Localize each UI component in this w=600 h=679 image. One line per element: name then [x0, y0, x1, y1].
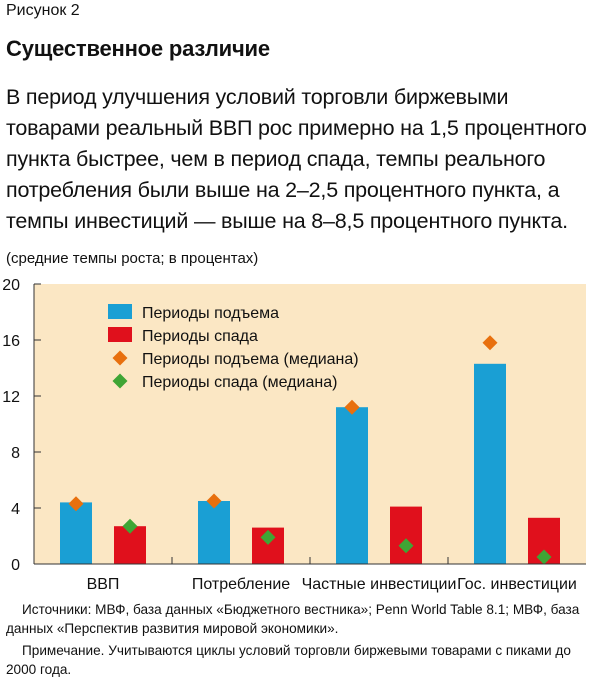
marker-downturn-median: [260, 529, 276, 545]
marker-upturn-median: [68, 496, 84, 512]
marker-upturn-median: [206, 493, 222, 509]
bar-upturn: [336, 407, 368, 564]
x-category-label: Частные инвестиции: [302, 576, 457, 593]
y-tick-label: 12: [2, 389, 20, 406]
legend-swatch: [112, 373, 128, 389]
legend-swatch: [108, 304, 132, 319]
legend-label: Периоды подъема: [142, 305, 279, 322]
legend: Периоды подъема Периоды спада Периоды подъ…: [108, 304, 359, 391]
x-category-label: ВВП: [87, 576, 120, 593]
y-tick-label: 16: [2, 333, 20, 350]
note-text: Примечание. Учитываются циклы условий то…: [6, 643, 571, 677]
legend-label: Периоды спада: [142, 328, 258, 345]
bar-upturn: [474, 363, 506, 564]
y-tick-label: 4: [11, 501, 20, 518]
legend-label: Периоды спада (медиана): [142, 374, 337, 391]
legend-swatch: [108, 327, 132, 342]
chart-title: Существенное различие: [6, 36, 270, 61]
lead-text: В период улучшения условий торговли бирж…: [6, 85, 587, 233]
y-tick-label: 8: [11, 445, 20, 462]
sources-text: Источники: МВФ, база данных «Бюджетного …: [6, 602, 580, 636]
bar-upturn: [198, 501, 230, 564]
units-label: (средние темпы роста; в процентах): [6, 250, 259, 267]
marker-downturn-median: [122, 518, 138, 534]
y-tick-label: 0: [11, 557, 20, 574]
legend-label: Периоды подъема (медиана): [142, 351, 359, 368]
bar-chart: 0 4 8 12 16 20 ВВП Потребление Частные инвестици…: [2, 277, 586, 593]
marker-upturn-median: [344, 399, 360, 415]
marker-downturn-median: [398, 538, 414, 554]
x-category-label: Потребление: [192, 576, 290, 593]
bar-downturn: [390, 506, 422, 564]
figure-label: Рисунок 2: [6, 2, 80, 19]
x-category-label: Гос. инвестиции: [457, 576, 577, 593]
legend-swatch: [112, 350, 128, 366]
marker-upturn-median: [482, 335, 498, 351]
marker-downturn-median: [536, 549, 552, 565]
y-tick-label: 20: [2, 277, 20, 294]
bar-upturn: [60, 502, 92, 564]
